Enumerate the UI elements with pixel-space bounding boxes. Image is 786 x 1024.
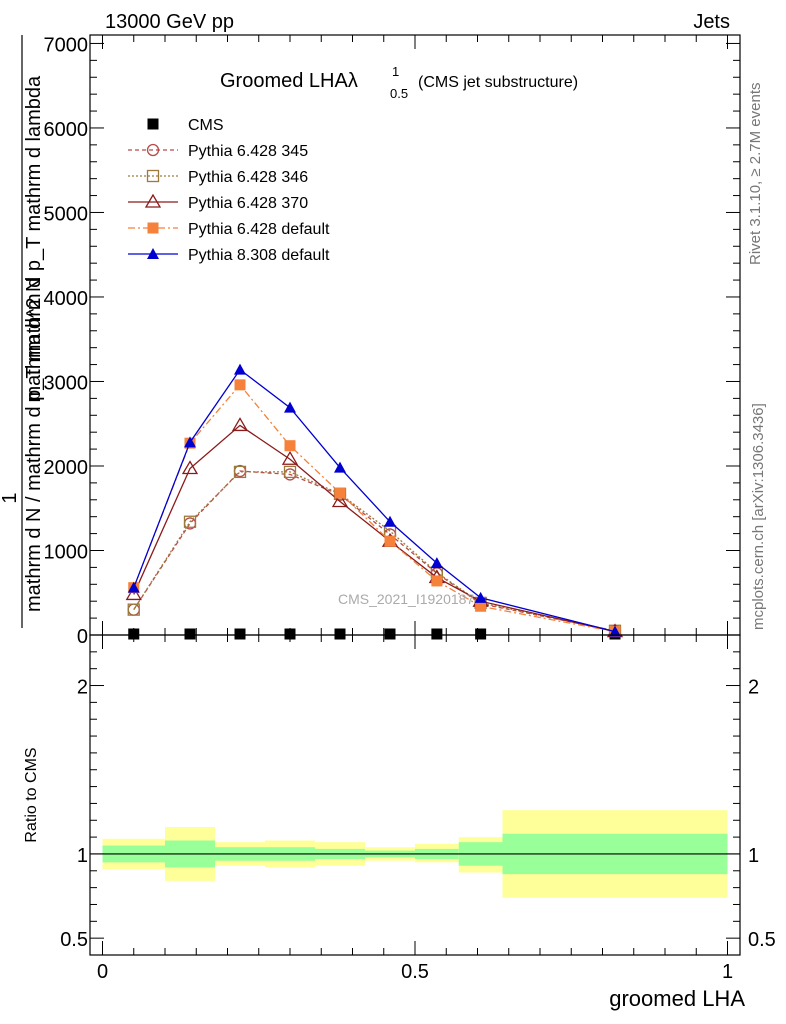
ratio-panel-frame [89, 634, 741, 956]
legend: CMS Pythia 6.428 345 Pythia 6.428 346 Pythi… [128, 117, 330, 264]
data-point [475, 628, 487, 640]
legend-marker [146, 169, 160, 183]
legend-label: Pythia 8.308 default [188, 247, 330, 264]
data-point [334, 461, 346, 473]
legend-label: Pythia 6.428 346 [188, 169, 308, 186]
analysis-watermark: CMS_2021_I1920187 [338, 591, 474, 607]
ratio-ytick-label-right: 1 [748, 845, 759, 867]
mcplots-info: mcplots.cern.ch [arXiv:1306.3436] [750, 403, 767, 630]
legend-marker [147, 118, 159, 130]
series-5 [127, 363, 621, 637]
data-point [125, 586, 142, 601]
data-point [128, 628, 140, 640]
ytick-label: 4000 [44, 288, 89, 310]
xaxis-label: groomed LHA [609, 986, 745, 1011]
ytick-label: 5000 [44, 203, 89, 225]
data-point [281, 450, 299, 465]
xtick-label: 0 [97, 961, 108, 983]
ylabel-prefix: 1 [0, 492, 21, 503]
legend-label: Pythia 6.428 345 [188, 143, 308, 160]
legend-label: Pythia 6.428 370 [188, 195, 308, 212]
ytick-label: 7000 [44, 34, 89, 56]
data-point [284, 401, 296, 413]
title-suffix: (CMS jet substructure) [418, 74, 578, 91]
data-point [334, 628, 346, 640]
data-point [181, 460, 199, 475]
data-point [234, 363, 246, 375]
ratio-ytick-label: 1 [77, 845, 88, 867]
ylabel-denominator: mathrm d N / mathrm d p_T mathrm d p_T m… [23, 75, 45, 612]
ytick-label: 0 [77, 626, 88, 648]
plot-title: Groomed LHAλ 1 0.5 (CMS jet substructure… [220, 64, 578, 101]
header-energy: 13000 GeV pp [105, 11, 234, 33]
legend-marker [144, 193, 162, 208]
ratio-ytick-label: 0.5 [60, 929, 88, 951]
data-point [183, 515, 197, 528]
data-point [431, 575, 443, 587]
ylabel-numerator: mathrm d^2 N [23, 278, 45, 403]
data-point [231, 417, 249, 432]
ratio-ytick-label-right: 0.5 [748, 929, 776, 951]
ratio-ylabel: Ratio to CMS [23, 747, 40, 842]
main-axis-ticks: 0 1000 2000 3000 4000 5000 6000 7000 [44, 34, 740, 648]
legend-marker [147, 248, 159, 259]
data-point [127, 603, 140, 616]
data-point [384, 628, 396, 640]
data-point [233, 465, 247, 479]
series-0 [128, 628, 621, 640]
series-line [133, 424, 616, 633]
ytick-label: 2000 [44, 457, 89, 479]
title-subscript: 0.5 [390, 86, 408, 101]
data-point [609, 625, 621, 637]
data-point [334, 487, 346, 499]
data-point [384, 515, 396, 527]
data-point [234, 379, 246, 391]
title-superscript: 1 [392, 64, 399, 79]
xtick-label: 1 [722, 961, 733, 983]
data-point [127, 581, 140, 593]
data-point [284, 628, 296, 640]
main-series-layer [125, 363, 624, 640]
data-point [331, 493, 349, 508]
legend-label: Pythia 6.428 default [188, 221, 330, 238]
data-point [234, 628, 246, 640]
series-line [133, 470, 616, 632]
data-point [430, 557, 443, 569]
data-point [184, 628, 196, 640]
header-process: Jets [693, 11, 730, 33]
xtick-label: 0.5 [401, 961, 429, 983]
ytick-label: 3000 [44, 372, 89, 394]
ratio-axis-ticks: 0.5 0.5 1 1 2 2 0 0.5 1 [60, 635, 776, 983]
title-main: Groomed LHAλ [220, 70, 358, 92]
ytick-label: 6000 [44, 119, 89, 141]
series-2 [127, 465, 622, 637]
legend-label: CMS [188, 117, 224, 134]
legend-marker [146, 143, 160, 157]
rivet-info: Rivet 3.1.10, ≥ 2.7M events [747, 83, 764, 266]
data-point [475, 600, 487, 612]
data-point [184, 436, 196, 448]
ytick-label: 1000 [44, 541, 89, 563]
ratio-ytick-label: 2 [77, 677, 88, 699]
main-ylabel: 1 mathrm d^2 N mathrm d N / mathrm d p_T… [0, 35, 45, 628]
data-point [384, 535, 396, 547]
data-point [283, 465, 297, 479]
series-1 [127, 464, 622, 637]
data-point [431, 628, 443, 640]
ratio-ytick-label-right: 2 [748, 677, 759, 699]
legend-marker [147, 222, 159, 234]
data-point [284, 440, 296, 452]
data-point [474, 591, 487, 603]
